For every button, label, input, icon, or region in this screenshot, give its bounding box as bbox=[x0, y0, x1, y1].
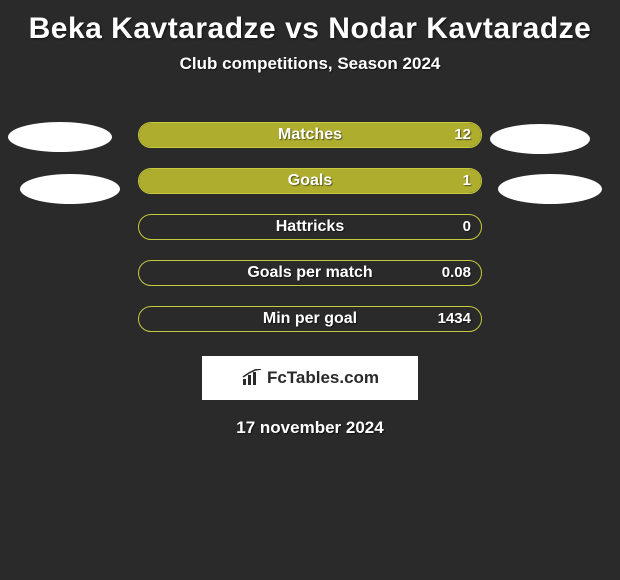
page-title: Beka Kavtaradze vs Nodar Kavtaradze bbox=[0, 6, 620, 54]
stat-label: Goals bbox=[139, 169, 481, 193]
stat-bar: Min per goal1434 bbox=[138, 306, 482, 332]
subtitle: Club competitions, Season 2024 bbox=[0, 54, 620, 74]
logo: FcTables.com bbox=[241, 368, 379, 388]
stat-label: Hattricks bbox=[139, 215, 481, 239]
stat-bar: Matches12 bbox=[138, 122, 482, 148]
stat-value: 0 bbox=[463, 215, 471, 239]
stat-label: Goals per match bbox=[139, 261, 481, 285]
decorative-ellipse bbox=[490, 124, 590, 154]
stat-bar: Hattricks0 bbox=[138, 214, 482, 240]
stat-row: Goals per match0.08 bbox=[0, 250, 620, 296]
date-text: 17 november 2024 bbox=[0, 418, 620, 438]
stat-row: Min per goal1434 bbox=[0, 296, 620, 342]
stat-value: 1 bbox=[463, 169, 471, 193]
stat-bar: Goals1 bbox=[138, 168, 482, 194]
logo-text: FcTables.com bbox=[267, 368, 379, 388]
decorative-ellipse bbox=[20, 174, 120, 204]
logo-box: FcTables.com bbox=[202, 356, 418, 400]
stat-row: Hattricks0 bbox=[0, 204, 620, 250]
infographic-container: Beka Kavtaradze vs Nodar Kavtaradze Club… bbox=[0, 0, 620, 438]
stat-value: 12 bbox=[454, 123, 471, 147]
stat-label: Min per goal bbox=[139, 307, 481, 331]
decorative-ellipse bbox=[498, 174, 602, 204]
stat-label: Matches bbox=[139, 123, 481, 147]
stat-bar: Goals per match0.08 bbox=[138, 260, 482, 286]
chart-icon bbox=[241, 369, 263, 387]
decorative-ellipse bbox=[8, 122, 112, 152]
stat-value: 1434 bbox=[438, 307, 471, 331]
stat-value: 0.08 bbox=[442, 261, 471, 285]
